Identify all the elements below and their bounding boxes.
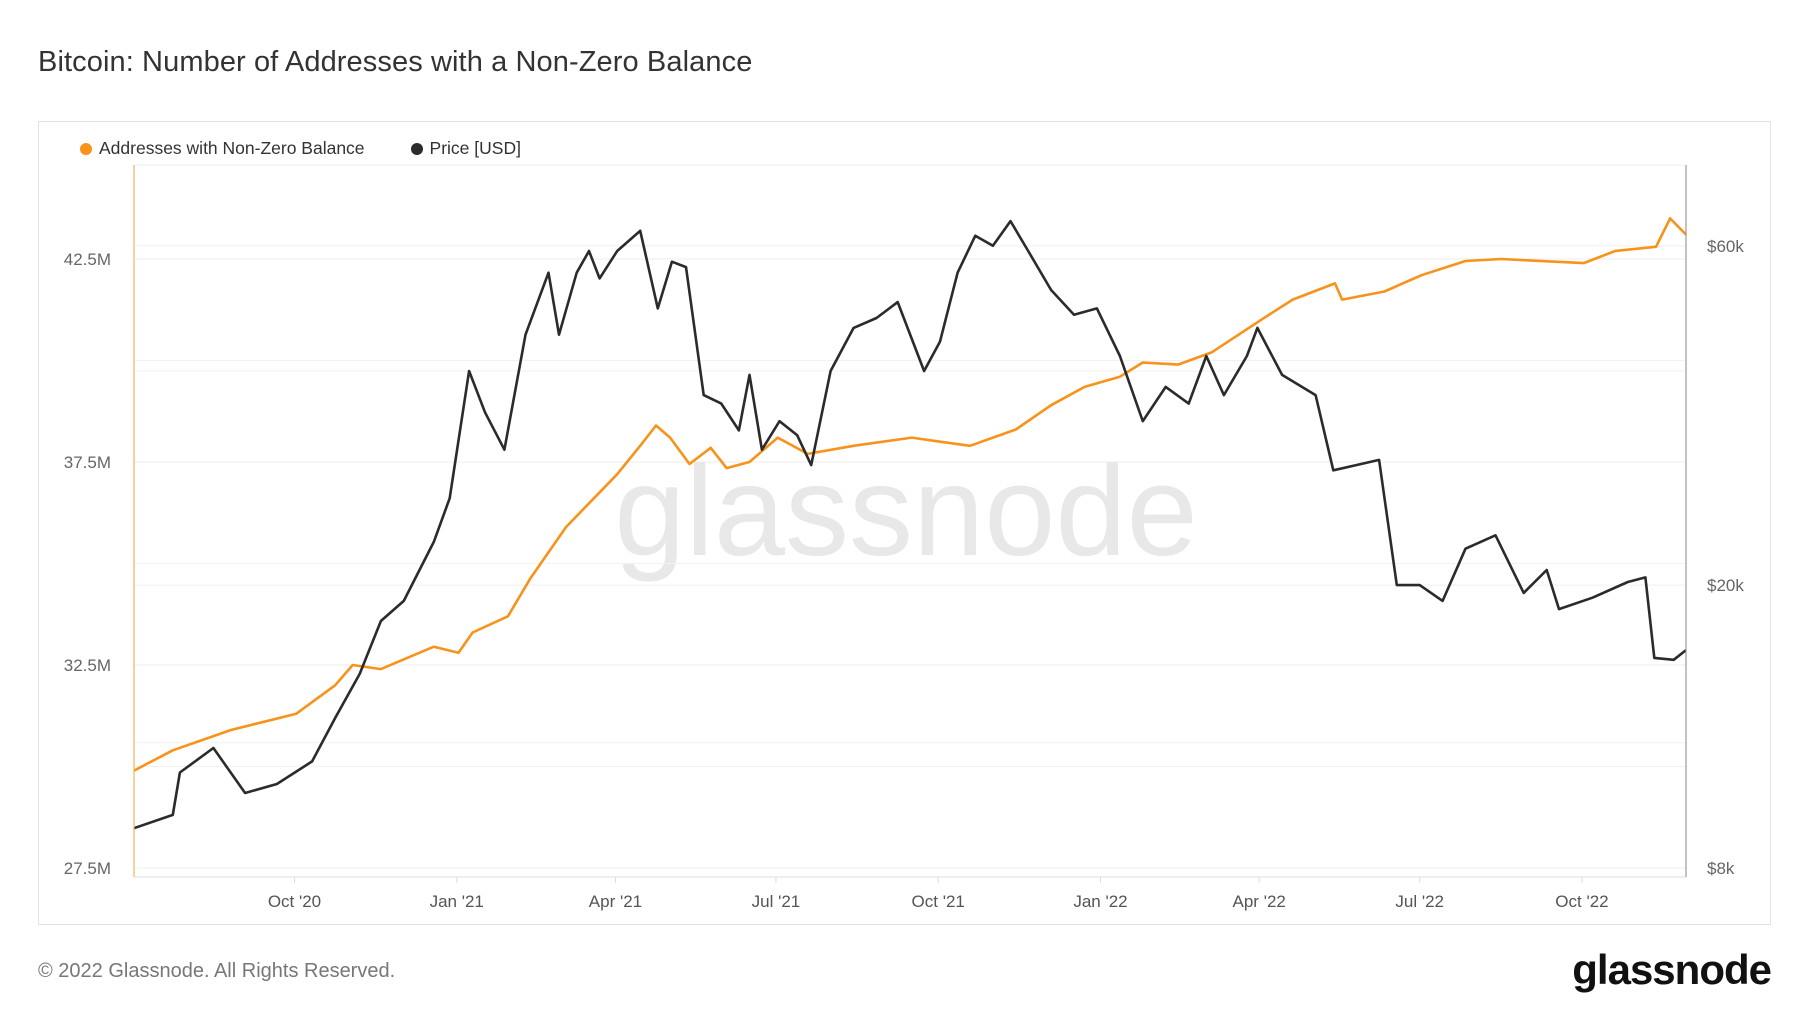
y-left-tick-label: 27.5M [64, 859, 111, 878]
page-title: Bitcoin: Number of Addresses with a Non-… [38, 46, 753, 78]
x-tick-label: Oct '22 [1555, 892, 1608, 911]
watermark: glassnode [614, 440, 1198, 583]
x-tick-label: Jan '21 [430, 892, 484, 911]
copyright: © 2022 Glassnode. All Rights Reserved. [38, 960, 396, 982]
legend-label-price: Price [USD] [429, 138, 521, 158]
y-left-tick-label: 37.5M [64, 453, 111, 472]
y-right-tick-label: $20k [1707, 576, 1744, 595]
legend-item-price[interactable]: Price [USD] [410, 138, 521, 159]
y-right-tick-label: $60k [1707, 237, 1744, 256]
legend-label-addresses: Addresses with Non-Zero Balance [99, 138, 365, 158]
black-dot-icon [410, 142, 423, 155]
chart-container [38, 121, 1771, 925]
legend: Addresses with Non-Zero Balance Price [U… [80, 138, 521, 159]
y-left-tick-label: 42.5M [64, 250, 111, 269]
legend-item-addresses[interactable]: Addresses with Non-Zero Balance [80, 138, 365, 159]
x-tick-label: Apr '21 [589, 892, 642, 911]
x-tick-label: Apr '22 [1233, 892, 1286, 911]
x-tick-label: Jul '22 [1395, 892, 1444, 911]
x-tick-label: Jul '21 [752, 892, 801, 911]
addresses-line [133, 217, 1687, 772]
x-tick-label: Oct '21 [912, 892, 965, 911]
x-tick-label: Oct '20 [268, 892, 321, 911]
y-right-tick-label: $8k [1707, 859, 1735, 878]
y-left-tick-label: 32.5M [64, 656, 111, 675]
orange-dot-icon [80, 142, 92, 155]
glassnode-logo[interactable]: glassnode [1572, 946, 1772, 993]
x-tick-label: Jan '22 [1073, 892, 1127, 911]
price-line [133, 219, 1687, 830]
